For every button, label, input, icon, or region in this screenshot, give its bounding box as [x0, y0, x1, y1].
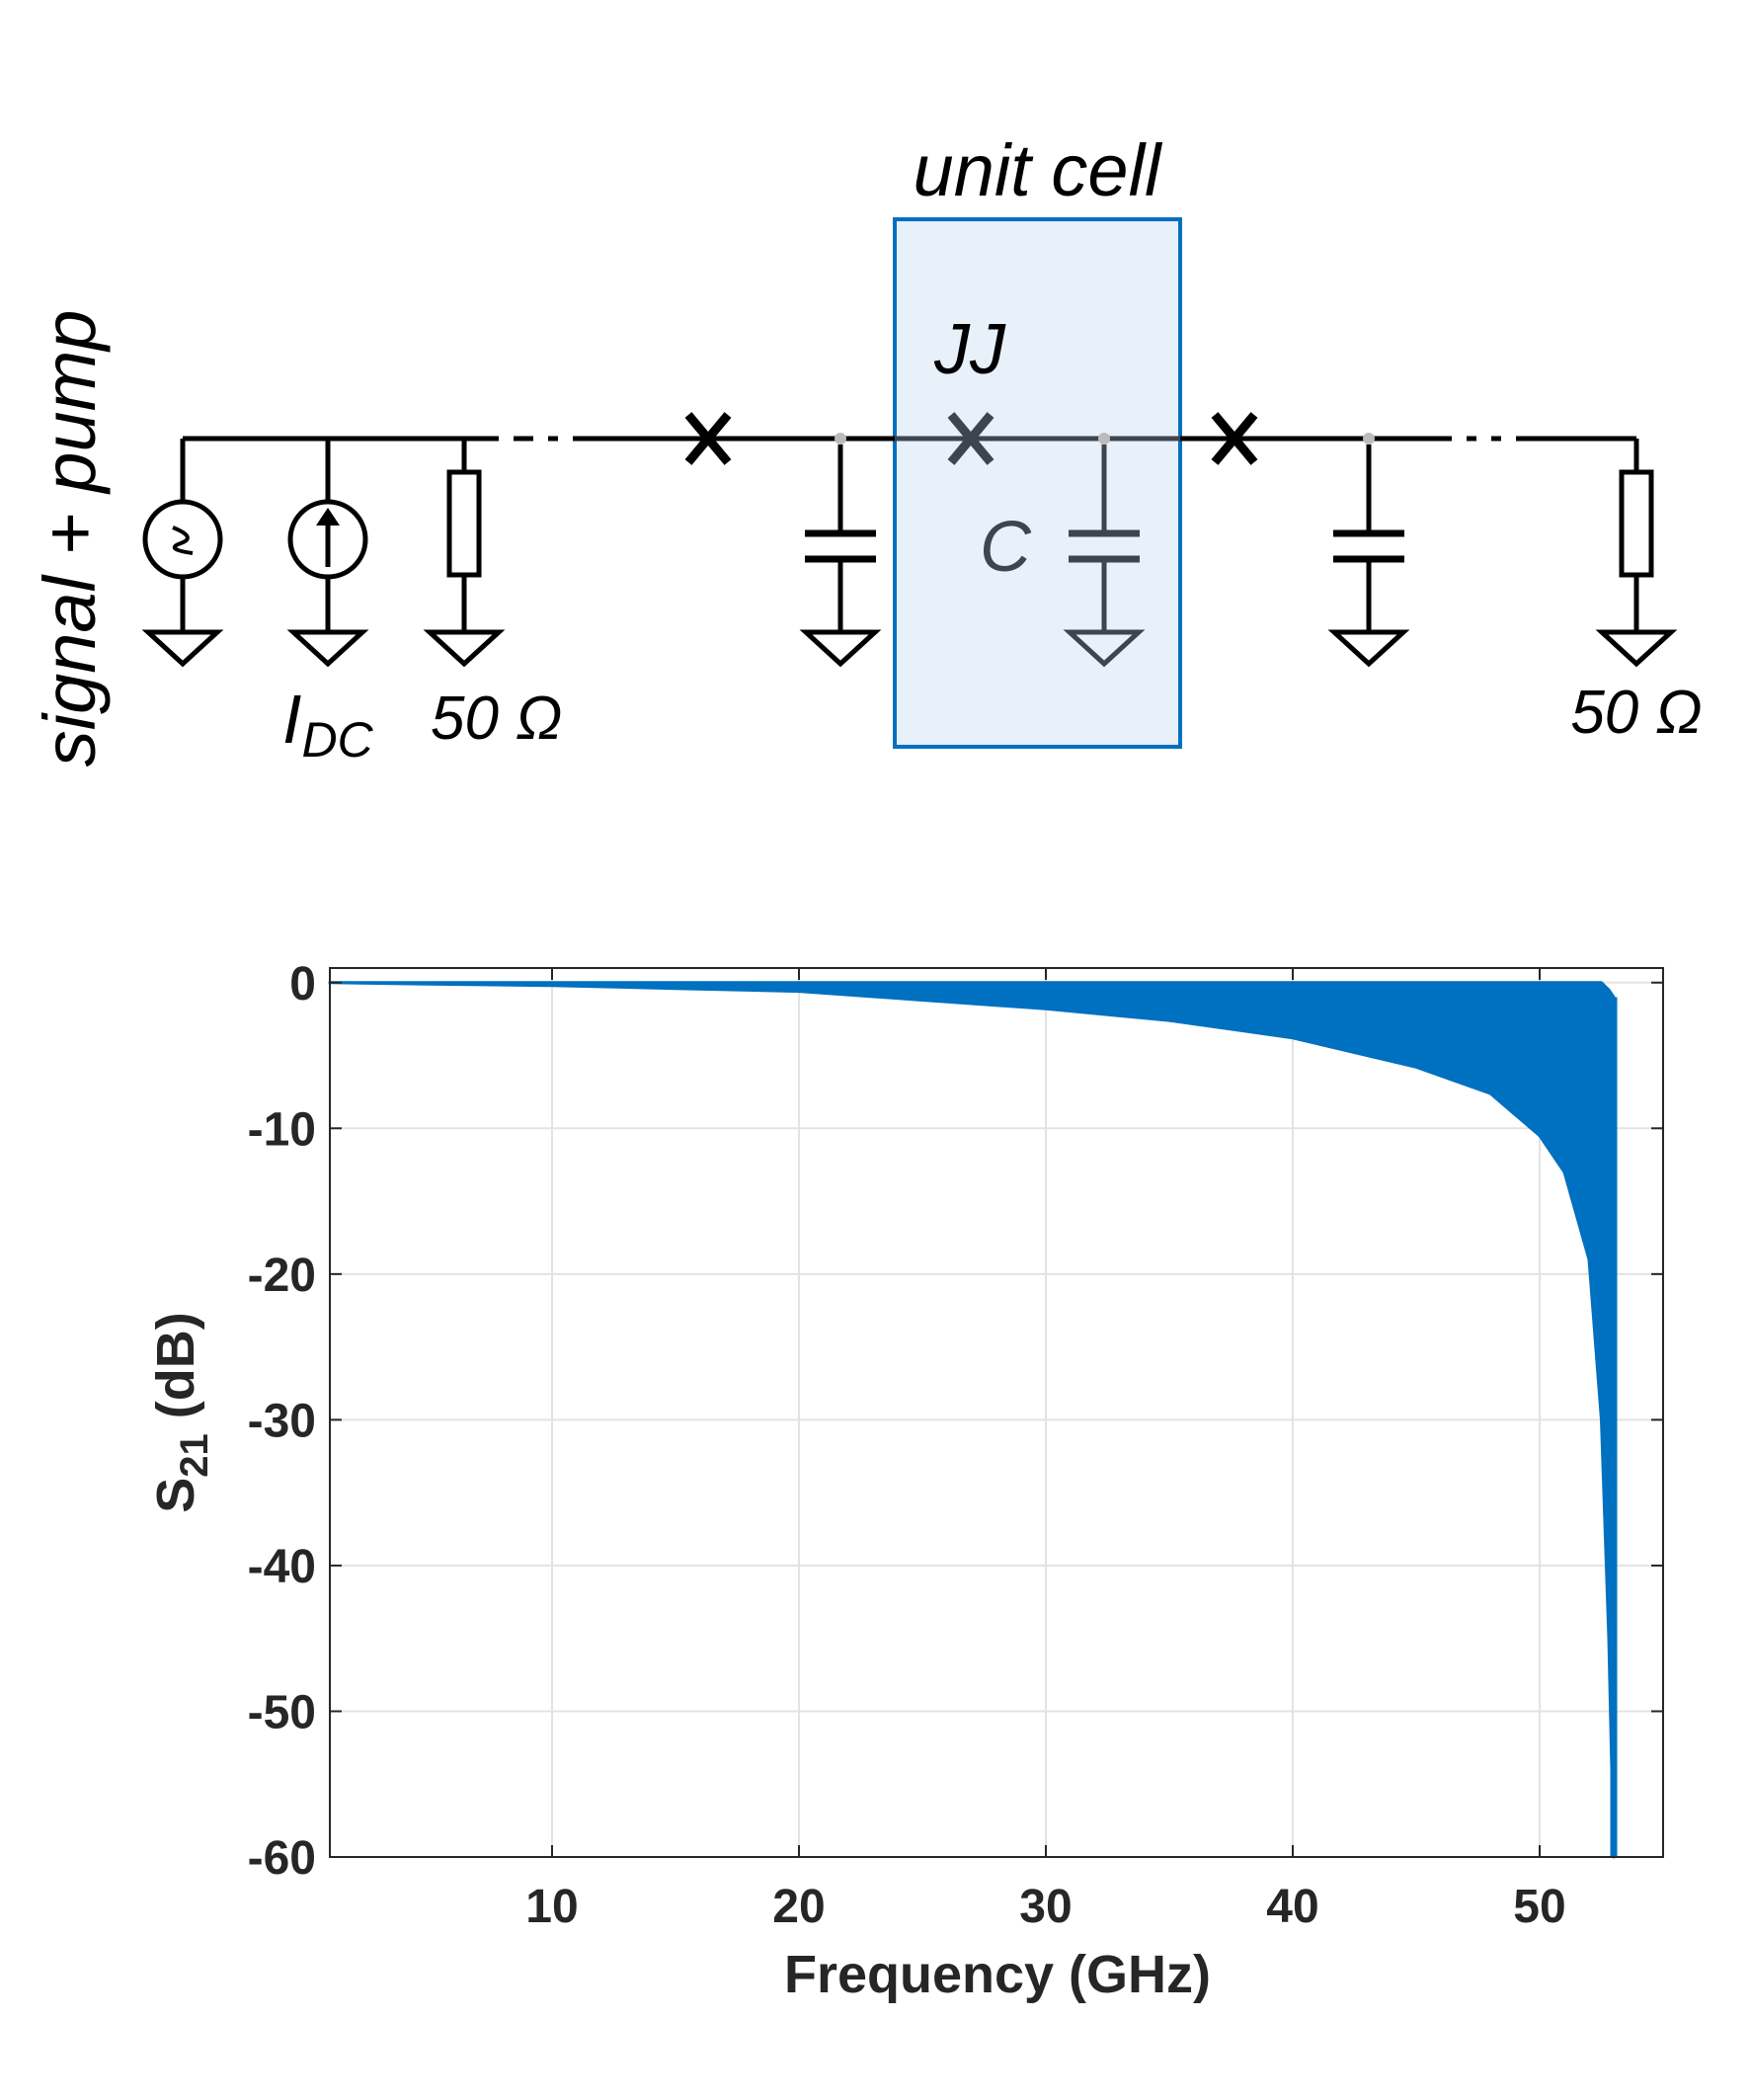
y-axis-ticks: 0 -10 -20 -30 -40 -50 -60 [248, 958, 1663, 1885]
capacitor-right [1327, 433, 1410, 668]
ground-icon [1327, 629, 1410, 668]
x-axis-ticks: 10 20 30 40 50 [525, 968, 1566, 1933]
load-left-label: 50 Ω [431, 685, 562, 753]
josephson-junction-unit-cell [947, 412, 994, 465]
dc-current-source [286, 439, 369, 668]
y-tick-label: 0 [289, 958, 316, 1010]
y-tick-label: -40 [248, 1541, 316, 1593]
plot-series [328, 981, 1618, 1859]
circuit-diagram: unit cell signal + pump IDC [29, 129, 1703, 767]
unit-cell-box [893, 217, 1182, 749]
x-tick-label: 10 [525, 1881, 578, 1933]
x-tick-label: 30 [1019, 1881, 1072, 1933]
unit-cell-label: unit cell [914, 129, 1163, 211]
right-termination-resistor [1595, 439, 1678, 668]
ground-icon [141, 629, 224, 668]
capacitor-label: C [980, 508, 1032, 587]
signal-pump-label: signal + pump [29, 310, 111, 767]
ground-icon [799, 629, 882, 668]
ground-icon [423, 629, 506, 668]
ground-icon [1063, 629, 1146, 668]
y-tick-label: -30 [248, 1395, 316, 1447]
x-tick-label: 20 [772, 1881, 825, 1933]
plot-frame [329, 967, 1664, 1858]
idc-label: IDC [282, 681, 374, 767]
load-right-label: 50 Ω [1570, 679, 1702, 747]
jj-label: JJ [933, 310, 1006, 389]
ac-source [141, 439, 224, 668]
y-tick-label: -60 [248, 1832, 316, 1885]
ground-icon [286, 629, 369, 668]
x-tick-label: 40 [1266, 1881, 1318, 1933]
plot-area [330, 968, 1663, 1857]
ground-icon [1595, 629, 1678, 668]
left-termination-resistor [423, 439, 506, 668]
y-axis-label: S21 (dB) [146, 1312, 216, 1512]
s21-plot: 10 20 30 40 50 0 -10 -20 -30 -40 -50 -60 Frequency… [146, 958, 1664, 2004]
y-tick-label: -50 [248, 1686, 316, 1738]
y-tick-label: -20 [248, 1250, 316, 1302]
capacitor-unit-cell [1063, 433, 1146, 668]
x-axis-label: Frequency (GHz) [784, 1945, 1211, 2004]
josephson-junction-left [684, 412, 732, 465]
x-tick-label: 50 [1513, 1881, 1565, 1933]
y-tick-label: -10 [248, 1103, 316, 1156]
capacitor-left [799, 433, 882, 668]
josephson-junction-right [1211, 412, 1258, 465]
